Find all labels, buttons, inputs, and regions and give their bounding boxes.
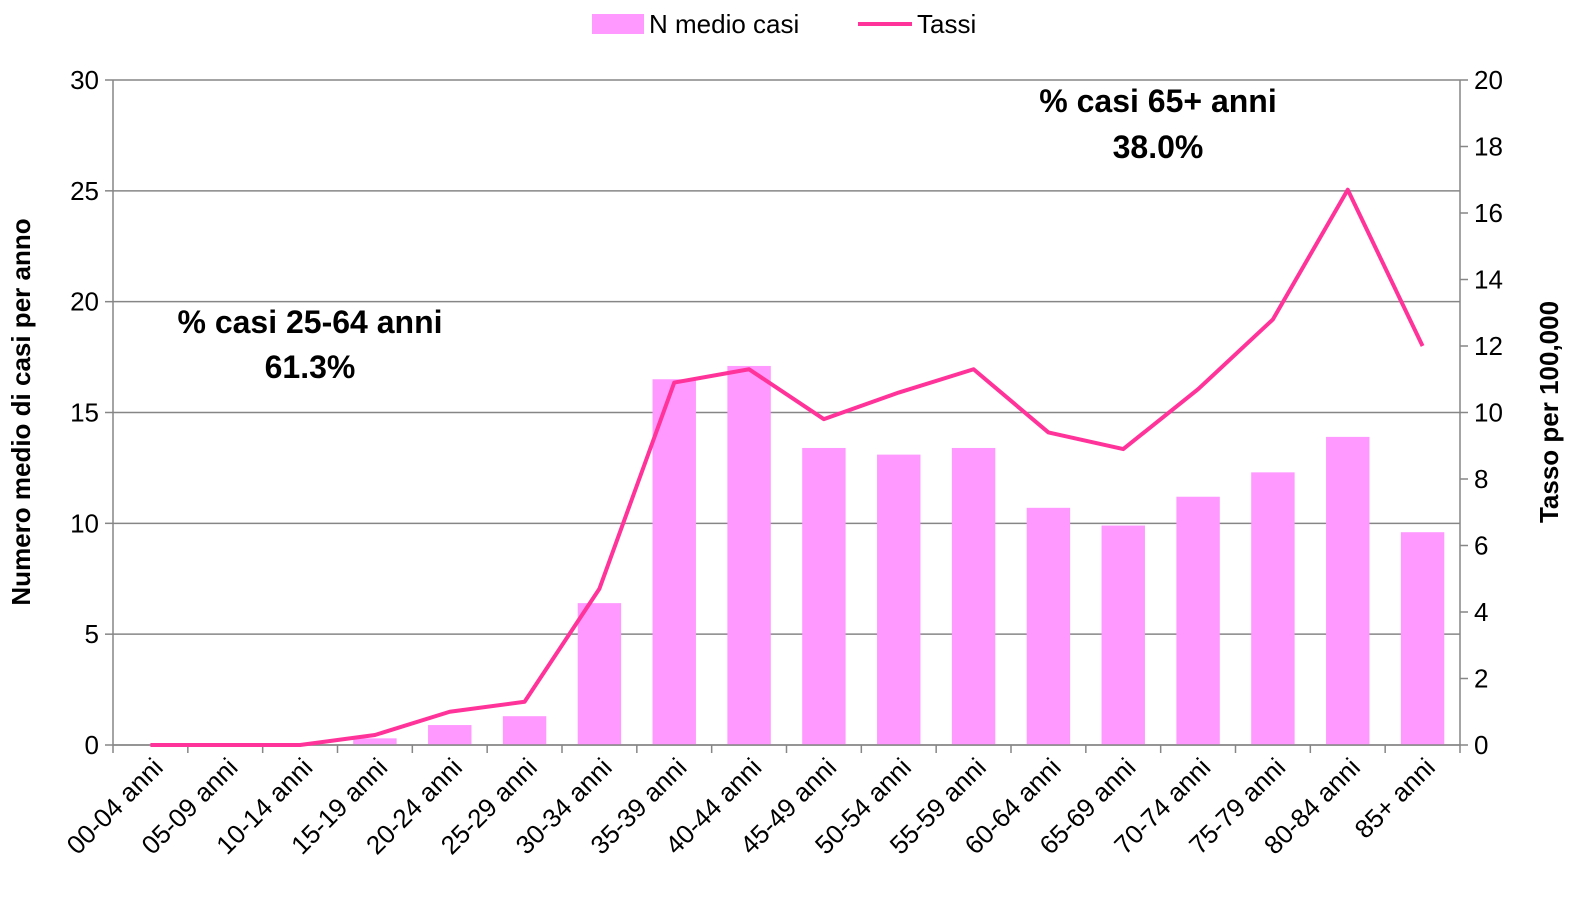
y2-tick-label: 16 [1474, 198, 1503, 228]
bar [353, 738, 397, 745]
y2-axis-title: Tasso per 100,000 [1534, 301, 1564, 523]
y2-tick-label: 20 [1474, 65, 1503, 95]
bar [802, 447, 846, 745]
y-tick-label: 0 [85, 730, 99, 760]
y-tick-label: 25 [70, 176, 99, 206]
legend-label: N medio casi [649, 9, 799, 39]
y-tick-label: 10 [70, 508, 99, 538]
bar [1251, 472, 1295, 745]
y-tick-label: 20 [70, 287, 99, 317]
bar [1101, 525, 1145, 745]
legend-swatch [592, 14, 644, 34]
bar [502, 716, 547, 745]
bar [877, 454, 921, 745]
legend-label: Tassi [917, 9, 976, 39]
x-tick-label: 85+ anni [1349, 752, 1441, 844]
bar [951, 447, 996, 745]
y2-tick-label: 10 [1474, 398, 1503, 428]
bar [1176, 496, 1220, 745]
y-tick-label: 30 [70, 65, 99, 95]
annotation: 38.0% [1113, 129, 1204, 165]
annotation: % casi 25-64 anni [177, 304, 442, 340]
y2-tick-label: 8 [1474, 464, 1488, 494]
y2-tick-label: 12 [1474, 331, 1503, 361]
bar [577, 603, 622, 745]
bar [727, 365, 771, 745]
y2-tick-label: 6 [1474, 531, 1488, 561]
y-axis-title: Numero medio di casi per anno [6, 218, 36, 605]
bar [1326, 436, 1370, 745]
y2-tick-label: 18 [1474, 132, 1503, 162]
line [150, 187, 1425, 747]
y-tick-label: 15 [70, 398, 99, 428]
y2-tick-label: 14 [1474, 265, 1503, 295]
y-tick-label: 5 [85, 619, 99, 649]
bar [1400, 532, 1445, 745]
y2-tick-label: 4 [1474, 597, 1488, 627]
bar [1026, 507, 1071, 745]
annotation: % casi 65+ anni [1039, 83, 1276, 119]
bar [652, 379, 696, 745]
y2-tick-label: 2 [1474, 664, 1488, 694]
bar [428, 725, 472, 745]
y2-tick-label: 0 [1474, 730, 1488, 760]
annotation: 61.3% [265, 349, 356, 385]
